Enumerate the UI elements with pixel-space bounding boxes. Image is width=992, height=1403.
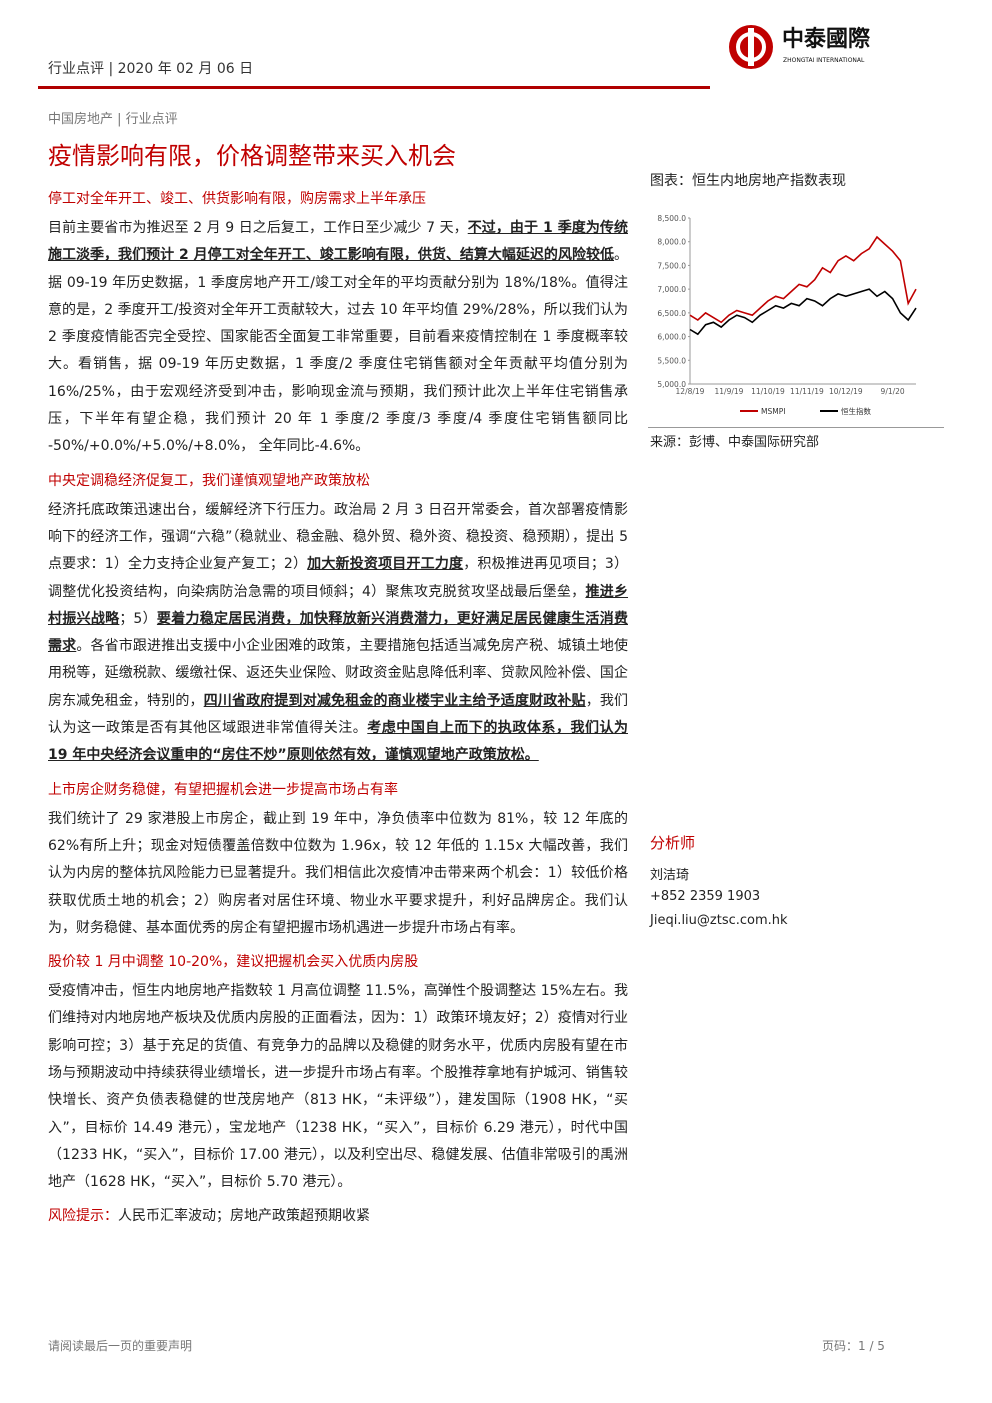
- text-run: ；5）: [119, 610, 157, 627]
- chart: 5,000.0 5,500.0 6,000.0 6,500.0 7,000.0 7,500…: [657, 214, 917, 416]
- header-text: 行业点评 | 2020 年 02 月 06 日: [48, 61, 254, 77]
- footer-note: 请阅读最后一页的重要声明: [48, 1339, 193, 1353]
- y-tick-label: 5,000.0: [657, 380, 686, 389]
- x-tick-label: 11/9/19: [715, 387, 744, 396]
- page-number: 页码：1 / 5: [822, 1339, 885, 1353]
- analyst-email: Jieqi.liu@ztsc.com.hk: [650, 913, 788, 928]
- analyst-name: 刘洁琦: [650, 868, 690, 883]
- emphasis: 四川省政府提到对减免租金的商业楼宇业主给予适度财政补贴: [203, 692, 586, 709]
- title: 疫情影响有限，价格调整带来买入机会: [48, 142, 456, 170]
- text-run: ，我们认为这一政策是否有其他区域跟进非常值得关注。: [48, 692, 629, 737]
- x-tick-label: 10/12/19: [829, 387, 863, 396]
- y-tick-label: 6,500.0: [657, 309, 686, 318]
- x-tick-label: 11/11/19: [790, 387, 824, 396]
- legend-label: 恒生指数: [841, 406, 871, 416]
- emphasis: 不过，由于 1 季度为传统施工淡季，我们预计 2 月停工对全年开工、竣工影响有限…: [48, 220, 628, 264]
- risk-text: 人民币汇率波动；房地产政策超预期收紧: [118, 1207, 370, 1224]
- logo-name: 中泰國際: [782, 26, 871, 52]
- text-run: 。各省市跟进推出支援中小企业困难的政策，主要措施包括适当减免房产税、城镇土地使用…: [48, 638, 629, 709]
- y-tick-label: 7,000.0: [657, 285, 686, 294]
- x-tick-label: 9/1/20: [881, 387, 905, 396]
- series-line: [689, 288, 917, 336]
- logo-mark-bar: [748, 28, 754, 66]
- risk-line: 风险提示：人民币汇率波动；房地产政策超预期收紧: [48, 1203, 628, 1230]
- figure-caption: 图表：恒生内地房地产指数表现: [650, 173, 846, 189]
- paragraph: 我们统计了 29 家港股上市房企，截止到 19 年中，净负债率中位数为 81%，…: [48, 806, 628, 942]
- main-column: 停工对全年开工、竣工、供货影响有限，购房需求上半年承压目前主要省市为推迟至 2 …: [48, 179, 628, 1230]
- header-rule: [38, 86, 710, 89]
- x-tick-label: 12/8/19: [676, 387, 705, 396]
- emphasis: 要着力稳定居民消费，加快释放新兴消费潜力，更好满足居民健康生活消费需求: [48, 610, 628, 655]
- emphasis: 加大新投资项目开工力度: [307, 556, 464, 573]
- y-tick-label: 6,000.0: [657, 333, 686, 342]
- paragraph: 目前主要省市为推迟至 2 月 9 日之后复工，工作日至少减少 7 天，不过，由于…: [48, 215, 628, 461]
- figure-rule: [648, 427, 944, 428]
- x-tick-label: 11/10/19: [751, 387, 785, 396]
- logo: 中泰國際 ZHONGTAI INTERNATIONAL: [729, 25, 871, 69]
- y-tick-label: 8,000.0: [657, 238, 686, 247]
- logo-sub: ZHONGTAI INTERNATIONAL: [783, 57, 865, 64]
- y-tick-label: 7,500.0: [657, 261, 686, 270]
- legend-label: MSMPI: [761, 407, 785, 416]
- series-line: [689, 235, 917, 324]
- section-heading: 股价较 1 月中调整 10-20%，建议把握机会买入优质内房股: [48, 954, 419, 971]
- breadcrumb: 中国房地产 | 行业点评: [48, 112, 178, 127]
- emphasis: 推进乡村振兴战略: [48, 583, 629, 627]
- section-heading: 上市房企财务稳健，有望把握机会进一步提高市场占有率: [48, 781, 398, 798]
- section-heading: 停工对全年开工、竣工、供货影响有限，购房需求上半年承压: [48, 191, 426, 207]
- paragraph: 经济托底政策迅速出台，缓解经济下行压力。政治局 2 月 3 日召开常委会，首次部…: [48, 497, 628, 770]
- y-tick-label: 8,500.0: [657, 214, 686, 223]
- text-run: ，积极推进再见项目；3）调整优化投资结构，向染病防治急需的项目倾斜；4）聚焦攻克…: [48, 556, 628, 600]
- figure-source: 来源：彭博、中泰国际研究部: [650, 435, 820, 450]
- paragraph: 受疫情冲击，恒生内地房地产指数较 1 月高位调整 11.5%，高弹性个股调整达 …: [48, 978, 628, 1196]
- emphasis: 考虑中国自上而下的执政体系，我们认为 19 年中央经济会议重申的“房住不炒”原则…: [48, 720, 628, 764]
- y-tick-label: 5,500.0: [657, 356, 686, 365]
- text-run: 经济托底政策迅速出台，缓解经济下行压力。政治局 2 月 3 日召开常委会，首次部…: [48, 501, 628, 573]
- analyst-phone: +852 2359 1903: [650, 889, 761, 904]
- text-run: 受疫情冲击，恒生内地房地产指数较 1 月高位调整 11.5%，高弹性个股调整达 …: [48, 983, 628, 1191]
- text-run: 我们统计了 29 家港股上市房企，截止到 19 年中，净负债率中位数为 81%，…: [48, 810, 628, 936]
- text-run: 。据 09-19 年历史数据，1 季度房地产开工/竣工对全年的平均贡献分别为 1…: [48, 247, 628, 455]
- analyst-heading: 分析师: [650, 834, 696, 852]
- section-heading: 中央定调稳经济促复工，我们谨慎观望地产政策放松: [48, 472, 370, 489]
- risk-label: 风险提示：: [48, 1207, 118, 1224]
- text-run: 目前主要省市为推迟至 2 月 9 日之后复工，工作日至少减少 7 天，: [48, 220, 468, 236]
